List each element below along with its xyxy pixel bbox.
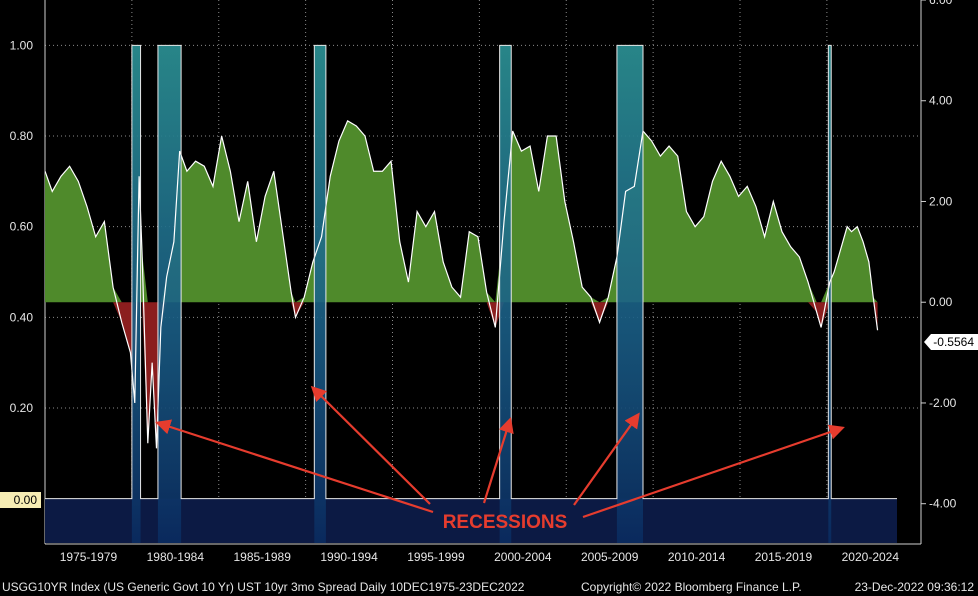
x-tick-label: 2015-2019 [755, 550, 813, 564]
left-zero-badge: 0.00 [0, 492, 41, 508]
right-tick-label: 4.00 [929, 94, 953, 108]
footer-series-info: USGG10YR Index (US Generic Govt 10 Yr) U… [2, 580, 525, 594]
annotation-arrows [155, 385, 845, 519]
right-tick-label: -4.00 [929, 497, 957, 511]
x-tick-label: 1980-1984 [147, 550, 205, 564]
recession-indicator-line [45, 44, 897, 500]
spread-negative-area [45, 302, 878, 449]
right-tick-label: 2.00 [929, 194, 953, 208]
right-tick-label: 0.00 [929, 295, 953, 309]
left-tick-label: 0.80 [10, 129, 34, 143]
last-value-badge: -0.5564 [924, 334, 978, 350]
recessions-annotation: RECESSIONS [443, 512, 568, 533]
last-value-label: -0.5564 [933, 335, 974, 349]
recession-bar [616, 45, 643, 543]
annotation-arrow [155, 419, 434, 514]
left-zero-label: 0.00 [14, 493, 38, 507]
right-axis: 6.00 4.00 2.00 0.00 -2.00 -4.00 [921, 0, 957, 511]
annotation-arrow [310, 385, 431, 505]
x-tick-label: 1995-1999 [407, 550, 465, 564]
x-tick-label: 2020-2024 [842, 550, 900, 564]
recession-bar [157, 45, 182, 543]
lower-band [45, 498, 897, 543]
recession-bars [131, 45, 832, 543]
x-tick-label: 2010-2014 [668, 550, 726, 564]
annotation-arrow [573, 412, 640, 506]
recession-bar [314, 45, 326, 543]
left-tick-label: 1.00 [10, 38, 34, 52]
x-tick-label: 1985-1989 [233, 550, 291, 564]
recession-bar [131, 45, 141, 543]
annotation-arrow [482, 417, 514, 504]
x-tick-label: 1990-1994 [320, 550, 378, 564]
recession-bar [828, 45, 832, 543]
footer-copyright: Copyright© 2022 Bloomberg Finance L.P. [581, 580, 802, 594]
left-tick-label: 0.40 [10, 310, 34, 324]
x-tick-label: 2005-2009 [581, 550, 639, 564]
left-tick-label: 0.60 [10, 220, 34, 234]
left-tick-label: 0.20 [10, 401, 34, 415]
x-tick-label: 2000-2004 [494, 550, 552, 564]
spread-positive-area [45, 120, 878, 303]
right-tick-label: 6.00 [929, 0, 953, 7]
recession-bar [499, 45, 512, 543]
left-axis: 1.00 0.80 0.60 0.40 0.20 [10, 38, 34, 415]
spread-line [45, 120, 879, 449]
right-tick-label: -2.00 [929, 396, 957, 410]
footer-timestamp: 23-Dec-2022 09:36:12 [854, 580, 974, 594]
x-axis: 1975-1979 1980-1984 1985-1989 1990-1994 1995… [60, 550, 900, 564]
annotation-arrow [582, 424, 845, 519]
x-tick-label: 1975-1979 [60, 550, 118, 564]
